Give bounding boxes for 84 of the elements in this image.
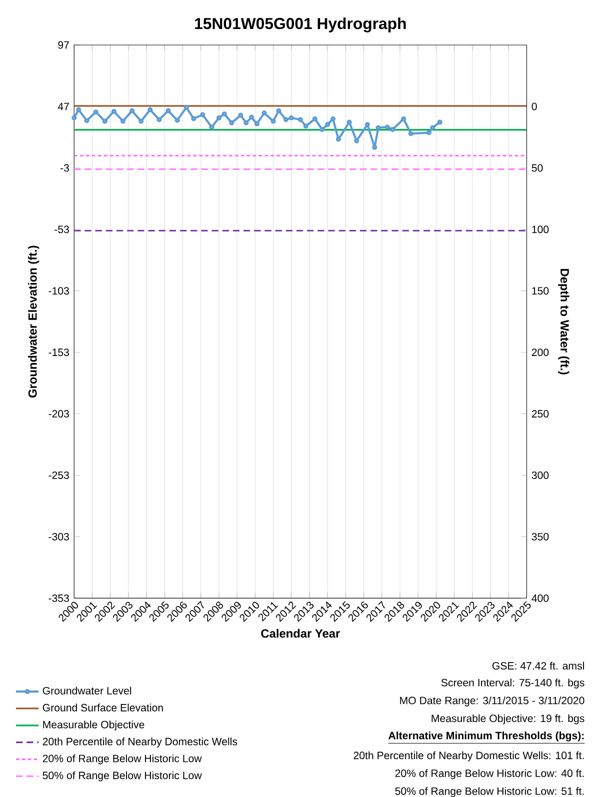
y2-tick-label: 300 <box>532 472 549 480</box>
point <box>390 126 396 132</box>
point <box>174 118 180 123</box>
point <box>401 116 406 122</box>
legend-label: 20th Percentile of Nearby Domestic Wells <box>42 738 238 748</box>
point <box>248 114 254 120</box>
y2-tick-label: 350 <box>532 532 549 540</box>
point <box>430 125 435 130</box>
y-tick-label: -53 <box>54 226 69 234</box>
point <box>330 116 336 122</box>
y2-tick-label: 50 <box>532 164 543 172</box>
point <box>72 115 77 120</box>
text: 20% of Range Below Historic Low: 40 ft. <box>395 769 584 780</box>
text: GSE: 47.42 ft. amsl <box>492 662 584 670</box>
y-tick-label: -103 <box>48 287 69 295</box>
point <box>166 108 171 114</box>
y-axis-title: Groundwater Elevation (ft.) <box>28 246 40 398</box>
point <box>262 110 267 116</box>
point <box>324 122 330 128</box>
text: Measurable Objective: 19 ft. bgs <box>432 714 584 724</box>
y2-tick-label: 100 <box>532 226 549 234</box>
point <box>222 111 227 116</box>
point <box>148 107 153 112</box>
point <box>111 108 116 114</box>
text: 20th Percentile of Nearby Domestic Wells: 101 ft. <box>354 751 584 762</box>
point <box>216 115 222 120</box>
point <box>209 124 214 130</box>
x-axis-title: Calendar Year <box>261 628 340 638</box>
point <box>184 104 189 110</box>
text: Alternative Minimum Thresholds (bgs): <box>388 732 584 742</box>
y-tick-label: -353 <box>48 594 69 602</box>
y2-tick-label: 0 <box>532 102 537 110</box>
point <box>76 107 82 112</box>
y-tick-label: 47 <box>58 102 69 110</box>
point <box>129 108 134 114</box>
y-tick-label: 97 <box>58 41 69 49</box>
point <box>200 112 206 118</box>
point <box>288 115 294 120</box>
legend-label: Ground Surface Elevation <box>42 704 163 712</box>
point <box>156 117 162 122</box>
legend-label: Groundwater Level <box>42 686 131 694</box>
point <box>384 124 390 130</box>
y-tick-label: -203 <box>48 410 69 418</box>
point <box>346 120 352 125</box>
point <box>190 116 196 122</box>
y-tick-label: -3 <box>60 164 69 172</box>
text: 50% of Range Below Historic Low: 51 ft. <box>395 787 584 797</box>
chart-title: 15N01W05G001 Hydrograph <box>194 18 406 32</box>
point <box>276 108 282 114</box>
y2-tick-label: 150 <box>532 287 549 295</box>
point <box>320 126 325 132</box>
point <box>120 118 126 124</box>
y2-tick-label: 400 <box>532 594 549 602</box>
point <box>84 118 90 124</box>
point <box>243 120 249 126</box>
point <box>102 118 108 124</box>
point <box>283 117 288 122</box>
point <box>298 117 303 122</box>
point <box>254 121 260 126</box>
point <box>376 125 381 130</box>
y-tick-label: -303 <box>48 532 69 540</box>
point <box>303 124 308 129</box>
legend-label: 50% of Range Below Historic Low <box>42 771 202 782</box>
point <box>408 131 414 136</box>
y-tick-label: -153 <box>48 348 69 356</box>
point <box>229 120 234 126</box>
point <box>336 136 341 142</box>
point <box>238 112 244 118</box>
text: Screen Interval: 75-140 ft. bgs <box>441 678 584 688</box>
y2-tick-label: 200 <box>532 348 549 356</box>
y2-tick-label: 250 <box>532 410 549 418</box>
y-tick-label: -253 <box>48 472 69 479</box>
point <box>437 120 442 125</box>
text: MO Date Range: 3/11/2015 - 3/11/2020 <box>400 696 584 706</box>
point <box>372 144 378 150</box>
legend-label: 20% of Range Below Historic Low <box>42 754 202 764</box>
point <box>138 118 144 124</box>
point <box>312 116 318 122</box>
point <box>354 138 359 144</box>
point <box>426 130 432 136</box>
legend-label: Measurable Objective <box>43 720 144 730</box>
y2-axis-title: Depth to Water (ft.) <box>558 269 570 374</box>
point <box>270 118 276 124</box>
point <box>93 109 98 115</box>
